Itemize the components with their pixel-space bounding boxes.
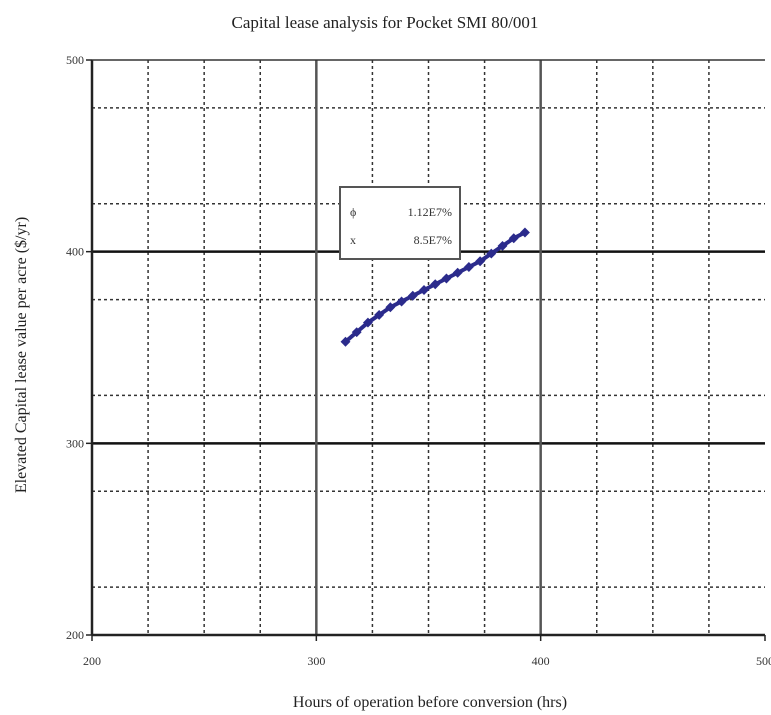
data-point xyxy=(463,262,474,272)
data-point xyxy=(430,279,441,290)
legend-label: 1.12E7% xyxy=(408,205,452,219)
y-tick-label: 400 xyxy=(66,245,84,259)
data-point xyxy=(407,290,418,301)
legend-box xyxy=(339,186,461,260)
tick-labels: 200 300 400 500 200 300 400 500 xyxy=(66,53,771,668)
x-tick-label: 200 xyxy=(83,654,101,668)
legend-marker: x xyxy=(350,233,356,247)
axes xyxy=(90,59,765,637)
data-point xyxy=(520,227,530,238)
data-point xyxy=(374,309,385,320)
y-tick-label: 300 xyxy=(66,436,84,450)
data-point xyxy=(441,273,452,284)
data-point xyxy=(419,285,429,295)
x-axis-title: Hours of operation before conversion (hr… xyxy=(293,694,567,711)
y-tick-label: 500 xyxy=(66,53,84,67)
y-axis-title: Elevated Capital lease value per acre ($… xyxy=(13,217,30,493)
legend-marker: ϕ xyxy=(350,205,356,219)
x-tick-label: 400 xyxy=(532,654,550,668)
data-point xyxy=(396,296,407,307)
data-series xyxy=(340,227,530,347)
legend: ϕ 1.12E7% x 8.5E7% xyxy=(339,186,461,260)
data-point xyxy=(340,336,351,347)
data-point xyxy=(497,240,508,251)
x-tick-label: 500 xyxy=(756,654,771,668)
x-tick-label: 300 xyxy=(307,654,325,668)
data-point xyxy=(362,317,373,328)
legend-label: 8.5E7% xyxy=(414,233,452,247)
data-point xyxy=(385,302,396,313)
data-point xyxy=(452,267,463,278)
chart-title: Capital lease analysis for Pocket SMI 80… xyxy=(232,13,539,32)
data-point xyxy=(351,327,362,338)
grid xyxy=(92,60,765,635)
data-point xyxy=(475,256,486,267)
y-tick-label: 200 xyxy=(66,628,84,642)
